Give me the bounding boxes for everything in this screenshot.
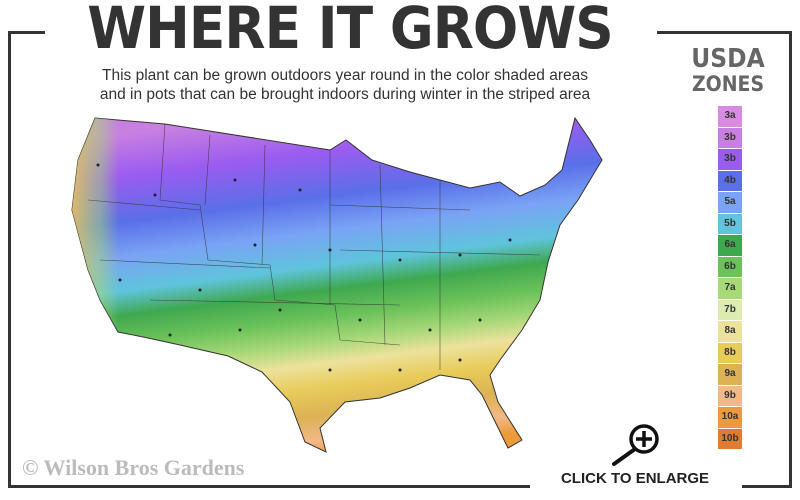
legend-zone-3b: 3b [718,127,742,148]
watermark: © Wilson Bros Gardens [22,455,245,480]
legend-zone-3b: 3b [718,149,742,170]
subtitle-line-1: This plant can be grown outdoors year ro… [102,67,588,84]
legend-zone-9a: 9a [718,364,742,385]
zone-legend: 3a 3b 3b 4b 5a 5b 6a 6b 7a 7b 8a 8b 9a 9b 10a 10b [718,106,742,450]
legend-zone-5a: 5a [718,192,742,213]
legend-title: USDA ZONES [680,44,776,96]
frame-gap-top [45,28,657,38]
us-outline [71,116,603,453]
legend-zone-10a: 10a [718,407,742,428]
city-dots [96,163,512,372]
legend-zone-5b: 5b [718,213,742,234]
magnifier-plus-icon[interactable] [608,422,664,468]
legend-zone-10b: 10b [718,428,742,449]
subtitle: This plant can be grown outdoors year ro… [40,66,650,104]
state-borders [87,123,541,370]
legend-zone-6a: 6a [718,235,742,256]
legend-zone-3a: 3a [718,106,742,127]
legend-title-line-2: ZONES [691,72,765,96]
legend-zone-9b: 9b [718,385,742,406]
click-to-enlarge-button[interactable]: CLICK TO ENLARGE [560,470,710,487]
legend-zone-6b: 6b [718,256,742,277]
legend-title-line-1: USDA [691,44,765,74]
legend-zone-7b: 7b [718,299,742,320]
page-title: WHERE IT GROWS [87,0,613,62]
legend-zone-8b: 8b [718,342,742,363]
frame-gap-bottom [530,478,742,490]
legend-zone-4b: 4b [718,170,742,191]
subtitle-line-2: and in pots that can be brought indoors … [99,86,591,103]
legend-zone-7a: 7a [718,278,742,299]
west-coast-zones [72,118,190,338]
legend-zone-8a: 8a [718,321,742,342]
